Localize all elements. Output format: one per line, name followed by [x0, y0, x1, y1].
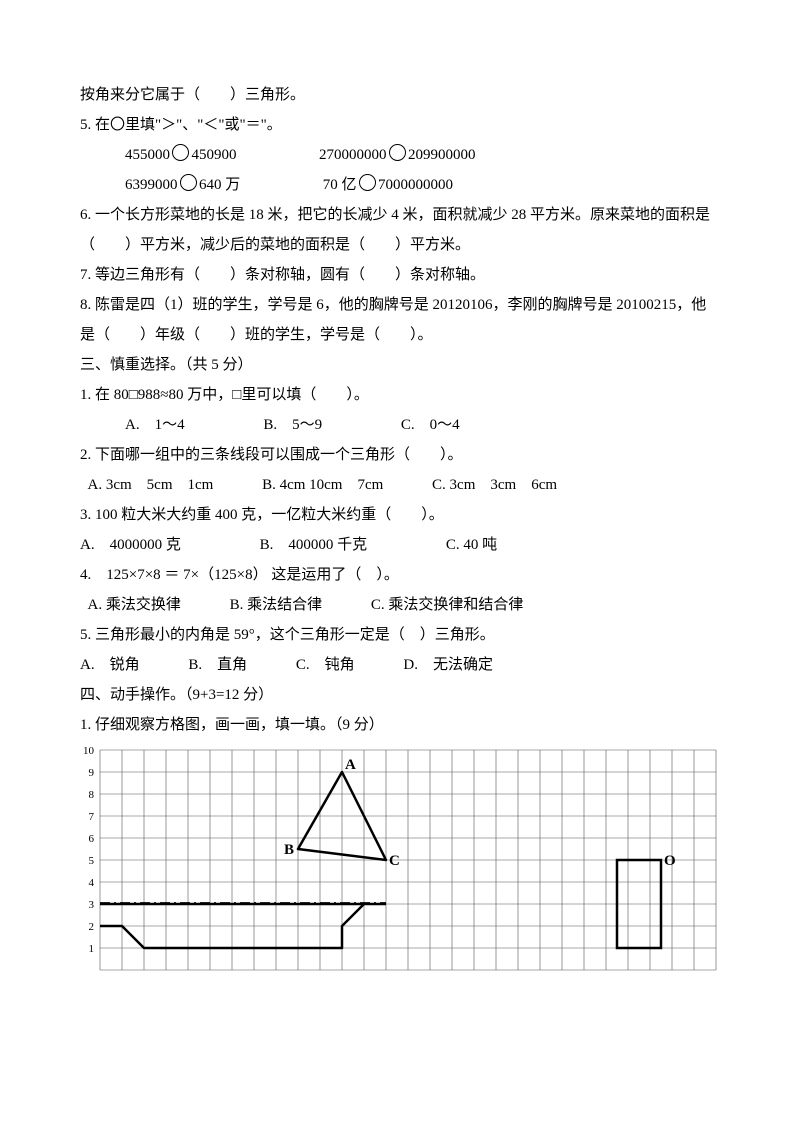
q5c1: 6399000 — [125, 177, 178, 193]
s3q3-opts: A. 4000000 克 B. 400000 千克 C. 40 吨 — [80, 530, 720, 560]
svg-text:C: C — [389, 853, 400, 869]
svg-text:5: 5 — [89, 855, 95, 867]
s4-title: 四、动手操作。（9+3=12 分） — [80, 680, 720, 710]
s3q4a: A. 乘法交换律 — [88, 597, 181, 613]
q5b1: 270000000 — [319, 147, 387, 163]
grid-svg: 1 2 3 4 5 6 7 8 9 10 A B C O — [80, 744, 720, 974]
q8: 8. 陈雷是四（1）班的学生，学号是 6，他的胸牌号是 20120106，李刚的… — [80, 290, 720, 350]
circle-icon — [389, 144, 406, 161]
grid-figure: 1 2 3 4 5 6 7 8 9 10 A B C O — [80, 744, 720, 974]
s3q5c: C. 钝角 — [296, 657, 355, 673]
svg-text:O: O — [664, 853, 676, 869]
svg-text:2: 2 — [89, 921, 95, 933]
q5a1: 455000 — [125, 147, 170, 163]
circle-icon — [180, 174, 197, 191]
q6: 6. 一个长方形菜地的长是 18 米，把它的长减少 4 米，面积就减少 28 平… — [80, 200, 720, 260]
s3q1b: B. 5～9 — [263, 417, 322, 433]
s3q5-opts: A. 锐角 B. 直角 C. 钝角 D. 无法确定 — [80, 650, 720, 680]
q7: 7. 等边三角形有（ ）条对称轴，圆有（ ）条对称轴。 — [80, 260, 720, 290]
s3q1a: A. 1～4 — [125, 417, 185, 433]
q5a2: 450900 — [192, 147, 237, 163]
q-pre: 按角来分它属于（ ）三角形。 — [80, 80, 720, 110]
s3q2b: B. 4cm 10cm 7cm — [262, 477, 383, 493]
svg-text:6: 6 — [89, 833, 95, 845]
s3q1c: C. 0～4 — [401, 417, 460, 433]
s3q2: 2. 下面哪一组中的三条线段可以围成一个三角形（ ）。 — [80, 440, 720, 470]
s3q5: 5. 三角形最小的内角是 59°，这个三角形一定是（ ）三角形。 — [80, 620, 720, 650]
q5-stem: 5. 在〇里填"＞"、"＜"或"＝"。 — [80, 110, 720, 140]
q5d2: 7000000000 — [378, 177, 453, 193]
s3q4: 4. 125×7×8 ＝ 7×（125×8） 这是运用了（ ）。 — [80, 560, 720, 590]
svg-text:10: 10 — [83, 745, 95, 757]
q5b2: 209900000 — [408, 147, 476, 163]
s3q5b: B. 直角 — [188, 657, 247, 673]
q5-row1: 455000 450900 270000000 209900000 — [80, 140, 720, 170]
s3q3b: B. 400000 千克 — [260, 537, 368, 553]
s3q1-opts: A. 1～4 B. 5～9 C. 0～4 — [80, 410, 720, 440]
s3q2-opts: A. 3cm 5cm 1cm B. 4cm 10cm 7cm C. 3cm 3c… — [80, 470, 720, 500]
svg-text:7: 7 — [89, 811, 95, 823]
s3q2c: C. 3cm 3cm 6cm — [432, 477, 557, 493]
q5c2: 640 万 — [199, 177, 240, 193]
svg-text:4: 4 — [89, 877, 95, 889]
svg-text:B: B — [284, 842, 294, 858]
s3q3c: C. 40 吨 — [446, 537, 497, 553]
s3q3: 3. 100 粒大米大约重 400 克，一亿粒大米约重（ ）。 — [80, 500, 720, 530]
q5d1: 70 亿 — [323, 177, 357, 193]
svg-text:8: 8 — [89, 789, 95, 801]
circle-icon — [172, 144, 189, 161]
circle-icon — [359, 174, 376, 191]
svg-text:3: 3 — [89, 899, 95, 911]
s3q5a: A. 锐角 — [80, 657, 140, 673]
s3q5d: D. 无法确定 — [403, 657, 493, 673]
s3q2a: A. 3cm 5cm 1cm — [88, 477, 214, 493]
s3q4-opts: A. 乘法交换律 B. 乘法结合律 C. 乘法交换律和结合律 — [80, 590, 720, 620]
s3q3a: A. 4000000 克 — [80, 537, 181, 553]
q5-row2: 6399000 640 万 70 亿 7000000000 — [80, 170, 720, 200]
svg-text:1: 1 — [89, 943, 95, 955]
s3-title: 三、慎重选择。（共 5 分） — [80, 350, 720, 380]
s3q4b: B. 乘法结合律 — [230, 597, 323, 613]
s3q4c: C. 乘法交换律和结合律 — [371, 597, 524, 613]
s4q1: 1. 仔细观察方格图，画一画，填一填。（9 分） — [80, 710, 720, 740]
s3q1: 1. 在 80□988≈80 万中，□里可以填（ ）。 — [80, 380, 720, 410]
svg-text:9: 9 — [89, 767, 95, 779]
svg-text:A: A — [345, 757, 356, 773]
